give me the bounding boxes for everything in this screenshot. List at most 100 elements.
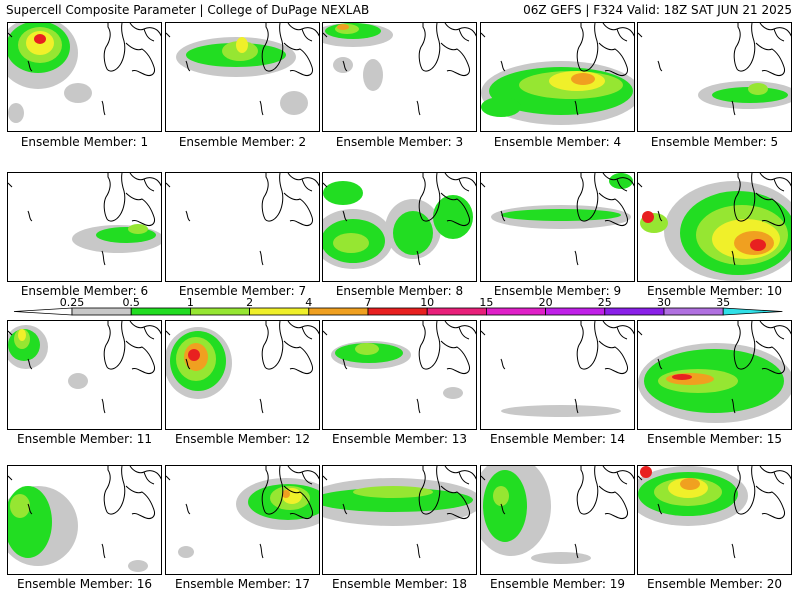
coastline — [418, 321, 441, 370]
member-label: Ensemble Member: 16 — [17, 577, 152, 591]
coastline — [301, 326, 313, 340]
scp-contour-region — [531, 552, 591, 564]
coastline — [101, 250, 106, 266]
coastline — [440, 340, 470, 374]
coastline — [616, 178, 628, 192]
coastline — [101, 398, 106, 414]
coastline — [166, 32, 171, 38]
coastline — [616, 326, 628, 340]
coastline — [481, 475, 486, 481]
coastline — [8, 330, 13, 336]
coastline — [103, 23, 126, 72]
scp-contour-region — [501, 209, 621, 221]
colorbar-level-label: 20 — [539, 296, 553, 309]
coastline — [283, 340, 313, 374]
scp-contour-region — [481, 97, 521, 117]
coastline — [602, 23, 634, 37]
member-map — [8, 321, 161, 414]
scp-contour-region — [178, 546, 194, 558]
coastline — [733, 466, 756, 515]
coastline — [657, 210, 663, 222]
scp-contour-region — [128, 560, 148, 572]
coastline — [481, 182, 486, 188]
coastline — [638, 32, 643, 38]
coastline — [323, 32, 328, 38]
coastline — [342, 358, 348, 370]
scp-contour-region — [353, 486, 433, 498]
coastline — [27, 210, 33, 222]
member-label: Ensemble Member: 5 — [650, 135, 779, 149]
scp-contour-region — [443, 387, 463, 399]
colorbar-segment — [367, 307, 428, 316]
member-label: Ensemble Member: 14 — [490, 432, 625, 446]
coastline — [500, 503, 506, 515]
coastline — [576, 466, 599, 515]
member-label: Ensemble Member: 17 — [175, 577, 310, 591]
coastline — [143, 178, 155, 192]
member-map — [166, 23, 319, 116]
colorbar-level-label: 25 — [598, 296, 612, 309]
coastline — [440, 192, 470, 226]
scp-contour-region — [236, 37, 248, 53]
coastline — [301, 471, 313, 485]
coastline — [416, 250, 421, 266]
scp-contour-region — [282, 490, 290, 498]
map-title: Supercell Composite Parameter | College … — [6, 3, 370, 17]
coastline — [598, 485, 628, 519]
coastline — [602, 173, 634, 187]
colorbar-level-label: 4 — [305, 296, 312, 309]
coastline — [8, 182, 13, 188]
coastline — [259, 250, 264, 266]
coastline — [755, 42, 785, 76]
scp-contour-region — [333, 57, 353, 73]
coastline — [342, 60, 348, 72]
member-map — [638, 321, 791, 423]
coastline — [458, 178, 470, 192]
coastline — [418, 466, 441, 515]
coastline — [731, 398, 736, 414]
coastline — [8, 32, 13, 38]
coastline — [125, 42, 155, 76]
coastline — [129, 23, 161, 37]
coastline — [458, 471, 470, 485]
coastline — [773, 28, 785, 42]
coastline — [301, 178, 313, 192]
coastline — [444, 23, 476, 37]
coastline — [574, 100, 579, 116]
coastline — [129, 173, 161, 187]
member-map — [323, 321, 476, 414]
colorbar-level-label: 30 — [657, 296, 671, 309]
scp-contour-region — [483, 470, 527, 542]
member-label: Ensemble Member: 6 — [20, 284, 149, 298]
scp-contour-region — [501, 405, 621, 417]
coastline — [323, 182, 328, 188]
model-run-info: 06Z GEFS | F324 Valid: 18Z SAT JUN 21 20… — [523, 3, 792, 17]
coastline — [481, 32, 486, 38]
member-map — [166, 466, 319, 559]
member-label: Ensemble Member: 2 — [178, 135, 307, 149]
member-map-panel — [322, 172, 477, 282]
coastline — [261, 466, 284, 515]
colorbar-level-label: 1 — [187, 296, 194, 309]
coastline — [657, 358, 663, 370]
member-map-panel — [637, 465, 792, 575]
colorbar-segment — [545, 307, 606, 316]
coastline — [733, 173, 756, 222]
coastline — [602, 321, 634, 335]
coastline — [500, 60, 506, 72]
coastline — [444, 466, 476, 480]
coastline — [8, 475, 13, 481]
coastline — [598, 192, 628, 226]
coastline — [143, 326, 155, 340]
coastline — [731, 543, 736, 559]
coastline — [444, 173, 476, 187]
coastline — [616, 471, 628, 485]
colorbar-segment — [722, 307, 783, 316]
coastline — [733, 23, 756, 72]
coastline — [416, 100, 421, 116]
member-map-panel — [637, 172, 792, 282]
colorbar-segment — [604, 307, 665, 316]
coastline — [416, 398, 421, 414]
coastline — [755, 340, 785, 374]
coastline — [166, 330, 171, 336]
